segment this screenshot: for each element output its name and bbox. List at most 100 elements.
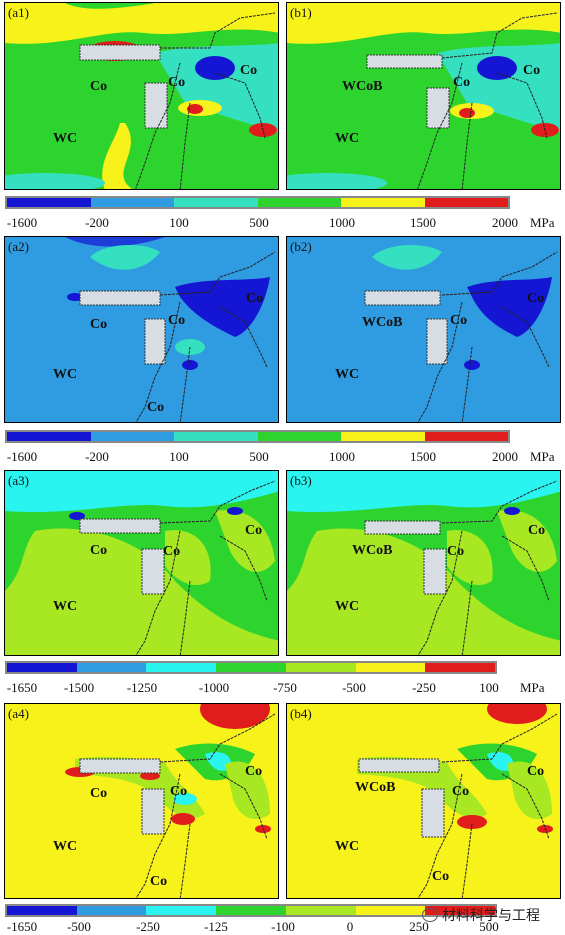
colorbar-segment	[90, 432, 174, 441]
wc-label: WC	[335, 839, 360, 854]
colorbar-segment	[257, 198, 341, 207]
colorbar-segment	[146, 906, 217, 915]
colorbar-tick: 500	[479, 919, 499, 934]
colorbar-4	[5, 904, 497, 917]
wc-label: WC	[53, 599, 78, 614]
stress-map-b2	[287, 237, 560, 422]
panel-label: (b1)	[290, 5, 312, 20]
colorbar-segment	[285, 906, 356, 915]
colorbar-tick: -1500	[63, 680, 95, 695]
colorbar-tick: -1250	[126, 680, 158, 695]
colorbar-segment	[355, 906, 426, 915]
colorbar-segment	[216, 663, 286, 672]
co-label: Co	[450, 313, 468, 328]
colorbar-tick: -1650	[6, 680, 38, 695]
watermark: 材料科学与工程	[422, 905, 540, 925]
colorbar-segment	[257, 432, 341, 441]
watermark-text: 材料科学与工程	[442, 908, 540, 924]
colorbar-segment	[216, 906, 286, 915]
colorbar-tick: -250	[412, 680, 436, 695]
colorbar-tick: -750	[273, 680, 297, 695]
stress-map-b4	[287, 704, 560, 898]
panel-label: (a4)	[8, 706, 29, 721]
colorbar-tick: -125	[204, 919, 228, 934]
colorbar-segment	[7, 432, 91, 441]
colorbar-segment	[90, 198, 174, 207]
stress-map-b1	[287, 3, 560, 189]
panel-b4: (b4) WCoB Co Co WC Co	[286, 703, 561, 899]
panel-b3: (b3) WCoB Co Co WC	[286, 470, 561, 656]
colorbar-tick: 1000	[329, 215, 355, 230]
colorbar-tick: -100	[271, 919, 295, 934]
panel-label: (a3)	[8, 473, 29, 488]
colorbar-segment	[174, 432, 258, 441]
co-label: Co	[245, 764, 263, 779]
panel-label: (b2)	[290, 239, 312, 254]
colorbar-unit: MPa	[530, 449, 555, 464]
wcob-label: WCoB	[352, 543, 393, 558]
panel-a1: (a1) Co Co Co WC	[4, 2, 279, 190]
co-label: Co	[432, 869, 450, 884]
colorbar-segment	[425, 906, 496, 915]
colorbar-tick: -500	[342, 680, 366, 695]
colorbar-tick: -1600	[6, 449, 38, 464]
colorbar-tick: -250	[136, 919, 160, 934]
wc-label: WC	[335, 599, 360, 614]
stress-map-a4	[5, 704, 278, 898]
colorbar-segment	[174, 198, 258, 207]
stress-map-a3	[5, 471, 278, 655]
co-label: Co	[527, 764, 545, 779]
co-label: Co	[527, 291, 545, 306]
co-label: Co	[90, 79, 108, 94]
colorbar-segment	[146, 663, 217, 672]
panel-b2: (b2) WCoB Co Co WC	[286, 236, 561, 423]
co-label: Co	[90, 786, 108, 801]
panel-label: (a2)	[8, 239, 29, 254]
colorbar-tick: -1650	[6, 919, 38, 934]
colorbar-tick: 1500	[410, 449, 436, 464]
colorbar-segment	[341, 198, 425, 207]
panel-label: (b4)	[290, 706, 312, 721]
colorbar-tick: -200	[85, 449, 109, 464]
wcob-label: WCoB	[355, 780, 396, 795]
co-label: Co	[147, 400, 165, 415]
co-label: Co	[150, 874, 168, 889]
colorbar-tick: 500	[249, 215, 269, 230]
co-label: Co	[245, 523, 263, 538]
co-label: Co	[168, 313, 186, 328]
co-label: Co	[90, 543, 108, 558]
colorbar-tick: 100	[169, 449, 189, 464]
colorbar-segment	[76, 906, 147, 915]
colorbar-segment	[355, 663, 426, 672]
wc-label: WC	[53, 367, 78, 382]
colorbar-segment	[285, 663, 356, 672]
colorbar-tick: 0	[346, 919, 354, 934]
colorbar-segment	[7, 198, 91, 207]
colorbar-tick: 250	[409, 919, 429, 934]
co-label: Co	[246, 291, 264, 306]
colorbar-tick: 100	[169, 215, 189, 230]
colorbar-unit: MPa	[520, 680, 545, 695]
colorbar-segment	[424, 198, 508, 207]
colorbar-tick: 2000	[492, 449, 518, 464]
co-label: Co	[240, 63, 258, 78]
panel-label: (a1)	[8, 5, 29, 20]
wc-label: WC	[335, 367, 360, 382]
wechat-icon	[422, 908, 438, 922]
wc-label: WC	[53, 131, 78, 146]
co-label: Co	[170, 784, 188, 799]
colorbar-tick: -200	[85, 215, 109, 230]
panel-a4: (a4) Co Co Co WC Co	[4, 703, 279, 899]
colorbar-tick: -1600	[6, 215, 38, 230]
panel-a2: (a2) Co Co Co WC Co	[4, 236, 279, 423]
co-label: Co	[528, 523, 546, 538]
colorbar-segment	[7, 663, 77, 672]
colorbar-3	[5, 661, 497, 674]
colorbar-segment	[424, 432, 508, 441]
panel-a3: (a3) Co Co Co WC	[4, 470, 279, 656]
colorbar-tick: 2000	[492, 215, 518, 230]
wcob-label: WCoB	[362, 315, 403, 330]
colorbar-segment	[76, 663, 147, 672]
co-label: Co	[523, 63, 541, 78]
colorbar-1	[5, 196, 510, 209]
